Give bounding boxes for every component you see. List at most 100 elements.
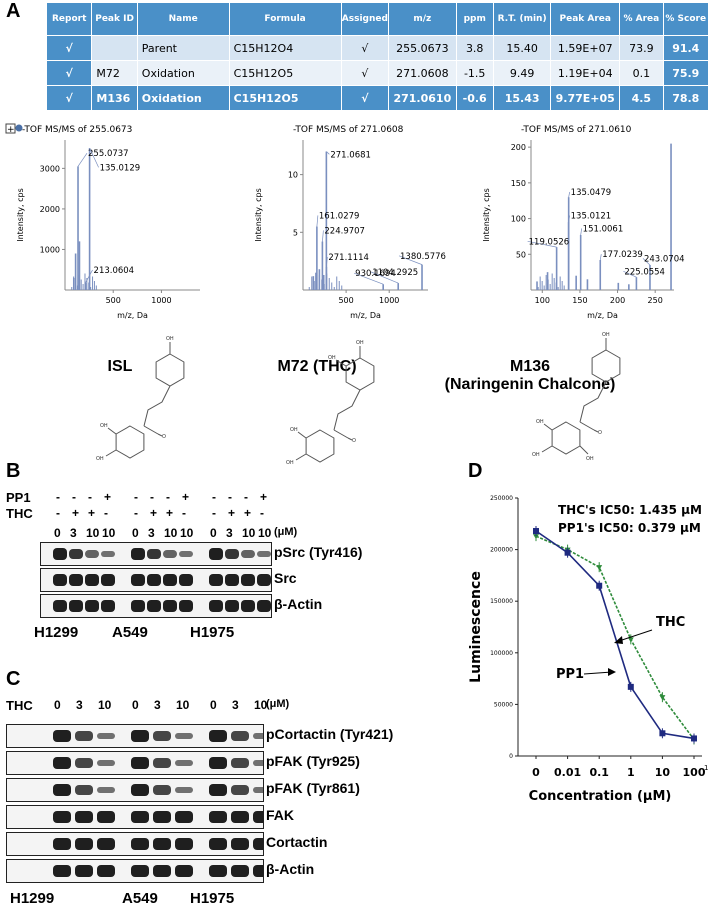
treatment-sign: - — [134, 490, 138, 504]
ms-title: -TOF MS/MS of 255.0673 — [22, 125, 132, 135]
concentration-label: 3 — [226, 526, 233, 540]
ms-spectrum-3: -TOF MS/MS of 271.0610 Intensity, cps m/z,… — [482, 125, 685, 320]
ms-xlabel: m/z, Da — [587, 311, 618, 320]
blot-band — [131, 838, 149, 850]
treatment-sign: + — [260, 490, 268, 504]
blot-band — [241, 550, 255, 558]
blot-band — [153, 838, 171, 850]
table-cell: 15.40 — [492, 35, 552, 61]
svg-text:OH: OH — [602, 332, 610, 338]
table-cell: C15H12O5 — [228, 85, 342, 111]
treatment-sign: - — [228, 490, 232, 504]
ms-ytick: 150 — [511, 179, 526, 188]
treatment-sign: + — [88, 506, 96, 520]
cell-line-label: A549 — [112, 624, 148, 641]
col-report: Report — [45, 2, 93, 36]
ms-ytick: 10 — [288, 171, 298, 180]
blot-band — [209, 811, 227, 823]
chemical-structures: OH O OH OH OH O OH OH OH OH O OH OH OH — [96, 332, 621, 466]
svg-text:OH: OH — [166, 336, 174, 342]
data-point — [596, 582, 603, 589]
antibody-label: pFAK (Tyr925) — [266, 753, 360, 769]
table-cell: √ — [45, 35, 93, 61]
blot-band — [253, 838, 263, 850]
blot-band — [153, 731, 171, 741]
table-cell: C15H12O4 — [228, 35, 342, 61]
blot-band — [231, 838, 249, 850]
col-peak-area: Peak Area — [550, 2, 621, 36]
antibody-label: pSrc (Tyr416) — [274, 544, 363, 560]
data-point — [596, 565, 603, 571]
cell-line-label: H1299 — [10, 890, 55, 907]
treatment-label-thc: THC — [6, 506, 33, 521]
table-cell: Oxidation — [136, 60, 230, 86]
concentration-label: 10 — [98, 698, 112, 712]
blot-band — [53, 865, 71, 877]
blot-band — [75, 731, 93, 741]
blot-band — [175, 811, 193, 823]
table-cell: 1.19E+04 — [550, 60, 621, 86]
svg-text:OH: OH — [100, 423, 108, 429]
blot-band — [231, 731, 249, 741]
chart-ytick: 200000 — [490, 547, 513, 554]
blot-band — [97, 786, 115, 794]
concentration-label: 3 — [154, 698, 161, 712]
concentration-label: 0 — [54, 698, 61, 712]
table-row: √ M136 Oxidation C15H12O5 √ 271.0610 -0.6 15.43… — [45, 85, 709, 111]
blot-strip — [6, 859, 264, 883]
structure-label-isl: ISL — [107, 358, 133, 375]
blot-band — [75, 865, 93, 877]
treatment-sign: - — [56, 506, 60, 520]
table-cell: -0.6 — [455, 85, 494, 111]
treatment-sign: - — [166, 490, 170, 504]
blot-band — [85, 600, 99, 612]
svg-text:OH: OH — [96, 456, 104, 462]
treatment-sign: - — [134, 506, 138, 520]
table-cell: √ — [340, 85, 390, 111]
concentration-label: 3 — [232, 698, 239, 712]
panel-label-b: B — [6, 460, 21, 482]
data-point — [691, 735, 697, 742]
blot-band — [53, 600, 67, 612]
ms-xtick: 100 — [535, 296, 550, 305]
table-cell: √ — [340, 60, 390, 86]
data-point — [627, 683, 634, 690]
chalcone-structure: OH O OH OH OH — [532, 332, 621, 462]
treatment-sign: - — [56, 490, 60, 504]
panel-label-d: D — [468, 460, 483, 482]
blot-band — [163, 574, 177, 586]
concentration-label: 0 — [210, 698, 217, 712]
svg-text:OH: OH — [356, 340, 364, 346]
ms-peak-label: 151.0061 — [583, 224, 624, 234]
treatment-sign: - — [182, 506, 186, 520]
table-cell: 271.0610 — [388, 85, 457, 111]
treatment-sign: - — [88, 490, 92, 504]
ms-peak-label: 1104.2925 — [372, 268, 418, 278]
series-label-thc: THC — [656, 615, 685, 630]
blot-band — [97, 838, 115, 850]
ms-xlabel: m/z, Da — [117, 311, 148, 320]
blot-band — [97, 759, 115, 767]
ms-ytick: 200 — [511, 143, 526, 152]
cell-line-label: A549 — [122, 890, 158, 907]
col-formula: Formula — [228, 2, 342, 36]
ms-xtick: 500 — [338, 296, 353, 305]
antibody-label: β-Actin — [274, 596, 323, 612]
treatment-sign: - — [212, 490, 216, 504]
chart-xtick-superscript: 1 — [704, 764, 708, 772]
blot-band — [209, 838, 227, 850]
concentration-label: 10 — [258, 526, 272, 540]
concentration-label: 3 — [148, 526, 155, 540]
svg-text:OH: OH — [536, 419, 544, 425]
blot-strip — [40, 568, 272, 592]
svg-text:OH: OH — [532, 452, 540, 458]
table-cell: √ — [45, 85, 93, 111]
col-pct-score: % Score — [662, 2, 709, 36]
concentration-label: 10 — [254, 698, 268, 712]
treatment-sign: + — [228, 506, 236, 520]
ms-ytick: 50 — [516, 250, 526, 259]
blot-band — [69, 600, 83, 612]
ms-xtick: 150 — [572, 296, 587, 305]
structure-label-m72: M72 (THC) — [277, 358, 357, 375]
table-row: √ M72 Oxidation C15H12O5 √ 271.0608 -1.5 9.49 1.… — [45, 60, 709, 86]
